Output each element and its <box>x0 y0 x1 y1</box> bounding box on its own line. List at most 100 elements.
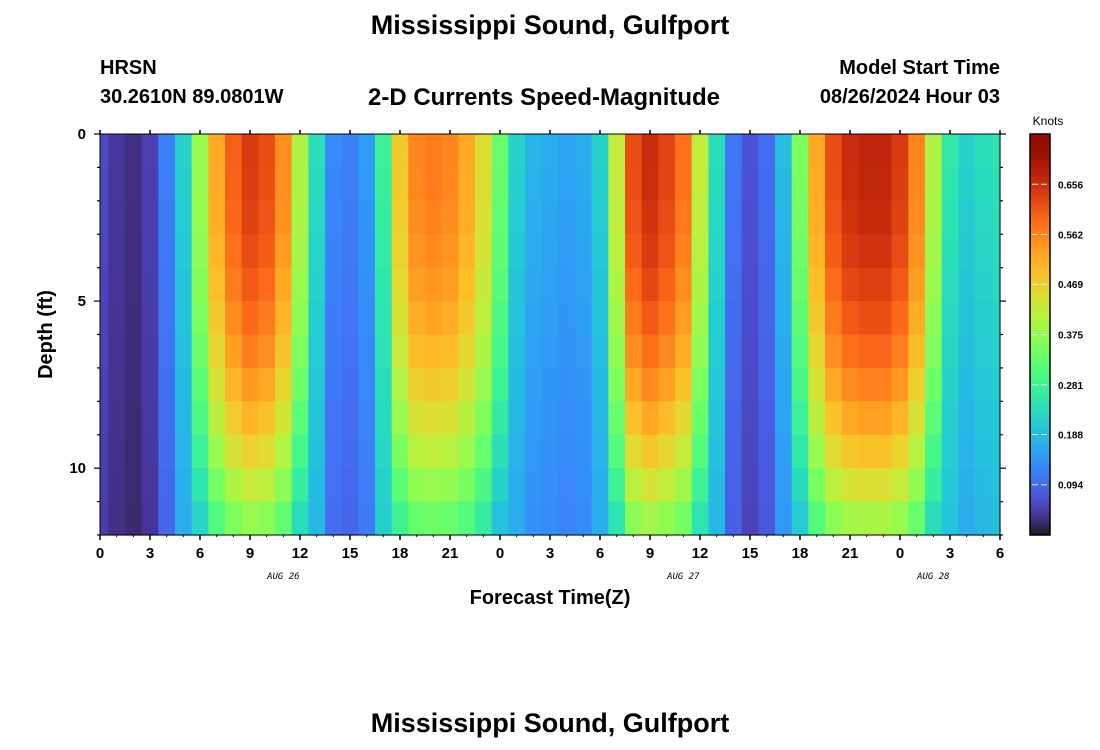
heatmap-cell <box>658 301 676 336</box>
x-tick-label: 6 <box>196 545 204 562</box>
heatmap-cell <box>341 134 359 169</box>
heatmap-cell <box>758 267 776 302</box>
heatmap-cell <box>108 434 126 469</box>
heatmap-cell <box>408 367 426 402</box>
heatmap-cell <box>491 501 509 536</box>
heatmap-cell <box>858 334 876 369</box>
heatmap-cell <box>791 200 809 235</box>
heatmap-cell <box>108 401 126 436</box>
heatmap-cell <box>558 501 576 536</box>
heatmap-cell <box>325 234 343 269</box>
heatmap-cell <box>658 367 676 402</box>
heatmap-cell <box>358 267 376 302</box>
heatmap-cell <box>558 334 576 369</box>
heatmap-cell <box>575 200 593 235</box>
heatmap-cell <box>158 200 176 235</box>
heatmap-cell <box>258 501 276 536</box>
heatmap-cell <box>891 134 909 169</box>
heatmap-cell <box>991 434 1001 469</box>
heatmap-cell <box>241 434 259 469</box>
heatmap-cell <box>875 367 893 402</box>
heatmap-cell <box>391 367 409 402</box>
heatmap-cell <box>775 267 793 302</box>
heatmap-cell <box>508 468 526 503</box>
heatmap-cell <box>191 301 209 336</box>
heatmap-cell <box>391 200 409 235</box>
heatmap-cell <box>858 468 876 503</box>
heatmap-cell <box>975 334 993 369</box>
heatmap-cell <box>925 167 943 202</box>
heatmap-cell <box>875 167 893 202</box>
heatmap-cell <box>575 234 593 269</box>
heatmap-cell <box>975 234 993 269</box>
colorbar-tick-label: 0.375 <box>1058 331 1083 342</box>
heatmap-cell <box>825 401 843 436</box>
heatmap-cell <box>425 301 443 336</box>
heatmap-cell <box>825 234 843 269</box>
heatmap-cell <box>975 301 993 336</box>
heatmap-cell <box>525 200 543 235</box>
heatmap-cell <box>408 334 426 369</box>
heatmap-cell <box>825 134 843 169</box>
heatmap-cell <box>991 200 1001 235</box>
heatmap-chart: 0 3 6 9 12 15 18 21 0 3 6 9 12 15 18 21 0 3 6 AUG 26 AUG 27 A… <box>35 114 1083 609</box>
heatmap-cell <box>575 501 593 536</box>
heatmap-cell <box>841 401 859 436</box>
heatmap-cell <box>975 367 993 402</box>
heatmap-cell <box>625 468 643 503</box>
heatmap-cell <box>775 501 793 536</box>
heatmap-cell <box>258 401 276 436</box>
heatmap-cell <box>441 401 459 436</box>
heatmap-cell <box>125 501 143 536</box>
heatmap-cell <box>575 267 593 302</box>
heatmap-cell <box>208 367 226 402</box>
heatmap-cell <box>725 401 743 436</box>
heatmap-cell <box>441 367 459 402</box>
heatmap-cell <box>425 401 443 436</box>
heatmap-cell <box>508 234 526 269</box>
heatmap-cell <box>491 301 509 336</box>
heatmap-cell <box>175 401 193 436</box>
chart-title: Mississippi Sound, Gulfport <box>370 10 730 40</box>
heatmap-cell <box>675 134 693 169</box>
heatmap-cell <box>991 267 1001 302</box>
heatmap-cell <box>241 301 259 336</box>
heatmap-cell <box>391 301 409 336</box>
heatmap-cell <box>708 234 726 269</box>
heatmap-cell <box>475 468 493 503</box>
heatmap-cell <box>175 367 193 402</box>
heatmap-cell <box>525 134 543 169</box>
x-tick-label: 0 <box>96 545 104 562</box>
heatmap-cell <box>891 167 909 202</box>
heatmap-cell <box>575 167 593 202</box>
heatmap-cell <box>591 234 609 269</box>
heatmap-cell <box>491 401 509 436</box>
heatmap-cell <box>908 501 926 536</box>
heatmap-cell <box>625 234 643 269</box>
heatmap-cell <box>291 234 309 269</box>
heatmap-cell <box>591 367 609 402</box>
heatmap-cell <box>375 200 393 235</box>
heatmap-cell <box>308 367 326 402</box>
heatmap-cell <box>458 401 476 436</box>
heatmap-cell <box>158 401 176 436</box>
heatmap-cell <box>291 134 309 169</box>
heatmap-cell <box>575 134 593 169</box>
heatmap-cell <box>275 134 293 169</box>
heatmap-cell <box>475 367 493 402</box>
heatmap-cell <box>858 401 876 436</box>
heatmap-cell <box>425 267 443 302</box>
heatmap-cell <box>908 468 926 503</box>
heatmap-cell <box>541 200 559 235</box>
heatmap-cell <box>458 134 476 169</box>
x-tick-label: 0 <box>496 545 504 562</box>
heatmap-cell <box>758 434 776 469</box>
heatmap-cell <box>191 367 209 402</box>
heatmap-cell <box>758 334 776 369</box>
heatmap-cell <box>775 468 793 503</box>
heatmap-cell <box>100 134 109 169</box>
heatmap-cell <box>741 401 759 436</box>
heatmap-cell <box>241 401 259 436</box>
heatmap-cell <box>775 167 793 202</box>
heatmap-cell <box>758 367 776 402</box>
